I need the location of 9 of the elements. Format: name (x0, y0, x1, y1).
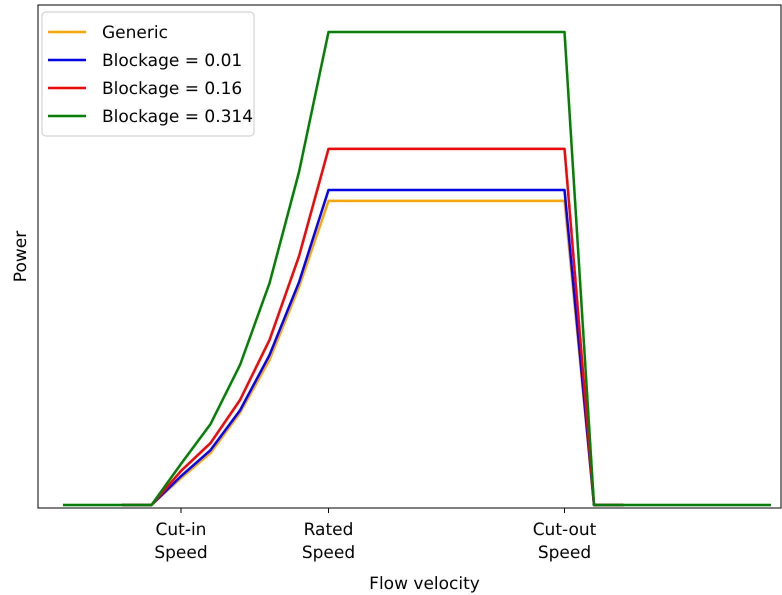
y-axis-title: Power (11, 230, 31, 282)
legend-label: Blockage = 0.314 (102, 107, 254, 127)
legend-label: Blockage = 0.01 (102, 51, 242, 71)
legend-label: Generic (102, 23, 168, 43)
x-tick-label: Rated Speed (302, 520, 356, 563)
legend-label: Blockage = 0.16 (102, 79, 242, 99)
x-axis-title: Flow velocity (369, 574, 480, 594)
x-tick-label: Cut-out Speed (532, 520, 597, 563)
x-tick-label: Cut-in Speed (154, 520, 208, 563)
